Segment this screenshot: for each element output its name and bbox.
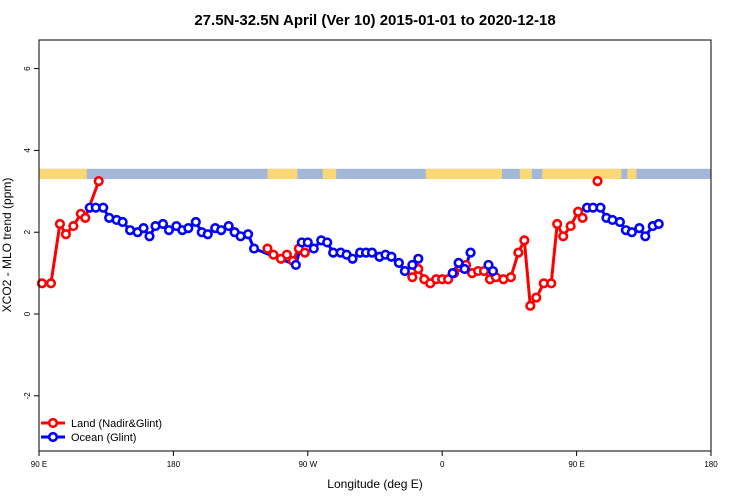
- x-tick-label: 90 W: [298, 460, 317, 469]
- legend-marker-land: [47, 417, 59, 429]
- x-tick-label: 180: [704, 460, 718, 469]
- y-tick-label: 2: [23, 229, 32, 234]
- legend-marker-ocean: [47, 431, 59, 443]
- land-band: [627, 168, 637, 180]
- ocean-data-point: [626, 227, 637, 238]
- ocean-data-point: [183, 223, 194, 234]
- y-tick-label: -2: [23, 392, 32, 400]
- land-band: [425, 168, 502, 180]
- land-data-point: [552, 218, 563, 230]
- ocean-data-point: [117, 216, 128, 228]
- ocean-data-point: [308, 243, 319, 254]
- ocean-data-point: [465, 247, 476, 258]
- plot-frame: [38, 39, 712, 452]
- land-band: [519, 168, 532, 180]
- land-data-point: [268, 249, 279, 260]
- land-data-point: [281, 249, 292, 260]
- ocean-series-line: [89, 206, 420, 273]
- ocean-data-point: [190, 216, 201, 228]
- ocean-data-point: [634, 223, 645, 234]
- ocean-data-point: [366, 247, 378, 258]
- ocean-data-point: [487, 265, 499, 277]
- ocean-data-point: [248, 243, 260, 254]
- ocean-data-point: [163, 225, 175, 236]
- ocean-data-point: [393, 257, 404, 268]
- ocean-data-point: [302, 237, 313, 248]
- land-data-point: [565, 220, 576, 232]
- land-band: [267, 168, 298, 180]
- land-data-point: [299, 247, 310, 258]
- ocean-data-point: [242, 229, 254, 240]
- ocean-data-point: [413, 253, 424, 264]
- land-data-point: [60, 229, 71, 240]
- y-axis: -2 0 2 4 6: [23, 66, 39, 400]
- land-band: [322, 168, 337, 180]
- ocean-data-point: [347, 253, 358, 264]
- y-tick-label: 0: [23, 311, 32, 316]
- plot-lines: [41, 180, 660, 308]
- land-data-point: [93, 175, 104, 187]
- land-data-point: [519, 235, 530, 246]
- x-axis: 90 E 180 90 W 0 90 E 180: [31, 451, 718, 469]
- x-tick-label: 90 E: [31, 460, 47, 469]
- land-data-point: [80, 212, 91, 223]
- ocean-data-point: [322, 237, 333, 248]
- landmask-strip: [39, 168, 711, 180]
- legend: Land (Nadir&Glint) Ocean (Glint): [41, 417, 162, 444]
- land-data-point: [45, 278, 57, 289]
- land-data-point: [68, 220, 79, 232]
- x-axis-label: Longitude (deg E): [327, 477, 422, 491]
- ocean-data-point: [386, 251, 397, 262]
- land-data-point: [262, 243, 273, 254]
- land-data-point: [513, 247, 524, 258]
- land-data-point: [407, 272, 418, 283]
- y-tick-label: 6: [23, 66, 32, 71]
- ocean-data-point: [399, 265, 410, 277]
- land-data-point: [546, 278, 557, 289]
- land-band: [542, 168, 622, 180]
- ocean-data-point: [407, 259, 418, 271]
- ocean-data-point: [202, 229, 213, 240]
- land-data-point: [36, 278, 48, 289]
- ocean-data-point: [653, 218, 664, 230]
- land-data-point: [54, 218, 66, 230]
- x-tick-label: 180: [167, 460, 181, 469]
- chart-title: 27.5N-32.5N April (Ver 10) 2015-01-01 to…: [194, 12, 555, 29]
- ocean-data-point: [216, 225, 227, 236]
- ocean-data-point: [157, 218, 169, 230]
- plot-points: [36, 175, 664, 311]
- ocean-data-point: [290, 259, 301, 271]
- land-band: [39, 168, 87, 180]
- land-data-point: [558, 231, 569, 242]
- land-data-point: [531, 292, 542, 303]
- x-tick-label: 90 E: [568, 460, 584, 469]
- legend-label-ocean: Ocean (Glint): [71, 432, 136, 444]
- land-data-point: [505, 272, 516, 283]
- ocean-data-point: [98, 202, 109, 213]
- land-data-point: [577, 212, 588, 223]
- ocean-data-point: [453, 257, 464, 268]
- ocean-data-point: [223, 220, 234, 232]
- ocean-data-point: [459, 263, 470, 275]
- ocean-data-point: [614, 216, 626, 228]
- legend-label-land: Land (Nadir&Glint): [71, 418, 162, 430]
- ocean-data-point: [447, 268, 458, 279]
- land-data-point: [592, 175, 603, 187]
- land-data-point: [525, 300, 536, 311]
- ocean-data-point: [138, 223, 149, 234]
- y-tick-label: 4: [23, 148, 32, 153]
- ocean-data-point: [640, 231, 651, 242]
- ocean-data-point: [144, 231, 155, 242]
- ocean-data-point: [595, 202, 606, 213]
- x-tick-label: 0: [440, 460, 445, 469]
- ocean-band: [39, 168, 711, 180]
- y-axis-label: XCO2 - MLO trend (ppm): [0, 178, 14, 313]
